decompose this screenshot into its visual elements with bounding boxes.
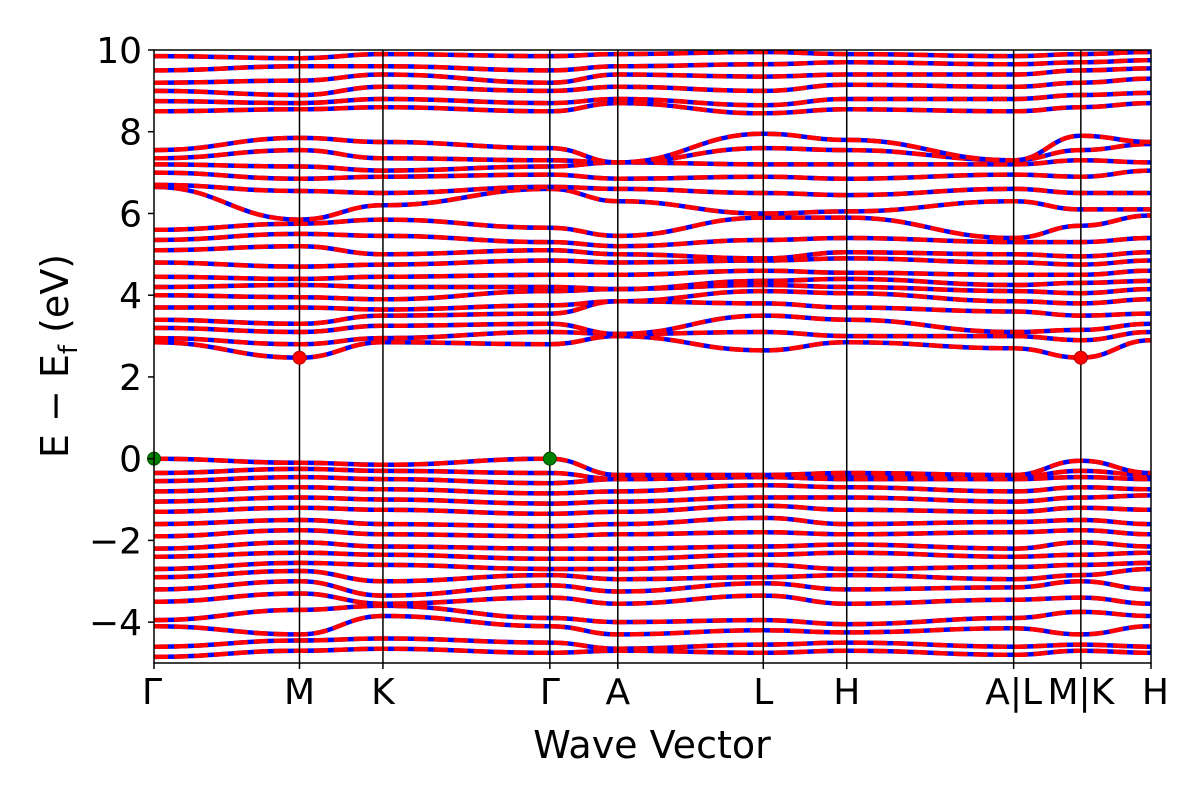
x-tick-label: Γ <box>540 672 560 713</box>
band-spin-down <box>153 566 1152 584</box>
x-tick-label: M|K <box>1047 672 1115 713</box>
band-spin-up <box>153 603 1152 627</box>
y-tick-label: −4 <box>89 603 142 644</box>
band-spin-up <box>153 313 1152 337</box>
x-tick-label: A|L <box>985 672 1042 713</box>
x-ticks: Γ M K Γ A L H A|L M|K H <box>142 663 1169 713</box>
y-tick-label: 10 <box>96 31 142 72</box>
vbm-point <box>542 451 557 466</box>
band-spin-up <box>153 90 1152 108</box>
band-spin-up <box>153 515 1152 529</box>
y-axis-label: E − Ef (eV) <box>33 254 84 458</box>
y-tick-label: −2 <box>89 521 142 562</box>
x-tick-label: H <box>833 672 860 713</box>
band-spin-up <box>153 66 1152 85</box>
x-tick-label: K <box>371 672 396 713</box>
bands-layer <box>153 49 1152 660</box>
band-spin-up <box>153 333 1152 360</box>
band-spin-up <box>153 131 1152 165</box>
band-spin-up <box>153 466 1152 482</box>
cbm-point <box>292 350 307 365</box>
x-tick-label: A <box>605 672 630 713</box>
cbm-point <box>1073 350 1088 365</box>
y-tick-label: 4 <box>119 276 142 317</box>
band-spin-up <box>153 168 1152 181</box>
x-tick-label: Γ <box>142 672 162 713</box>
band-spin-up <box>153 282 1152 302</box>
x-tick-label: M <box>284 672 315 713</box>
y-tick-label: 0 <box>119 440 142 481</box>
band-spin-up <box>153 493 1152 506</box>
band-spin-up <box>153 646 1152 660</box>
band-spin-up <box>153 456 1152 478</box>
band-spin-down <box>153 591 1152 606</box>
y-tick-label: 6 <box>119 194 142 235</box>
kpoint-lines <box>298 50 1082 663</box>
band-spin-up <box>153 268 1152 282</box>
band-spin-down <box>153 579 1152 598</box>
band-spin-down <box>153 100 1152 116</box>
band-spin-down <box>153 613 1152 637</box>
band-spin-up <box>153 243 1152 261</box>
band-spin-up <box>153 550 1152 562</box>
x-tick-label: H <box>1142 672 1169 713</box>
band-spin-up <box>153 231 1152 249</box>
band-spin-up <box>153 474 1152 486</box>
x-tick-label: L <box>753 672 773 713</box>
band-spin-up <box>153 184 1151 222</box>
y-axis-label-main: E − E <box>33 354 77 458</box>
band-spin-up <box>153 276 1152 292</box>
band-spin-up <box>153 636 1152 651</box>
band-spin-up <box>153 158 1152 173</box>
y-tick-label: 8 <box>119 113 142 154</box>
band-spin-down <box>153 299 1152 327</box>
y-axis-label-subscript: f <box>54 344 84 354</box>
y-tick-label: 2 <box>119 358 142 399</box>
y-axis-label-unit: (eV) <box>33 254 77 345</box>
band-spin-up <box>153 540 1152 551</box>
band-spin-up <box>153 591 1152 606</box>
band-spin-up <box>153 213 1152 241</box>
band-spin-up <box>153 76 1152 98</box>
band-spin-up <box>153 560 1152 572</box>
band-spin-up <box>153 329 1152 347</box>
x-axis-label: Wave Vector <box>533 723 771 767</box>
band-spin-up <box>153 49 1152 61</box>
band-spin-up <box>153 182 1151 198</box>
band-spin-up <box>153 299 1152 327</box>
band-spin-up <box>153 288 1152 312</box>
y-ticks: 10 8 6 4 2 0 −2 −4 <box>89 31 154 644</box>
band-spin-up <box>153 527 1152 539</box>
band-spin-up <box>153 256 1152 269</box>
band-spin-up <box>153 57 1152 73</box>
band-spin-up <box>153 503 1152 517</box>
plot-frame <box>153 49 1152 664</box>
band-spin-up <box>153 482 1152 496</box>
